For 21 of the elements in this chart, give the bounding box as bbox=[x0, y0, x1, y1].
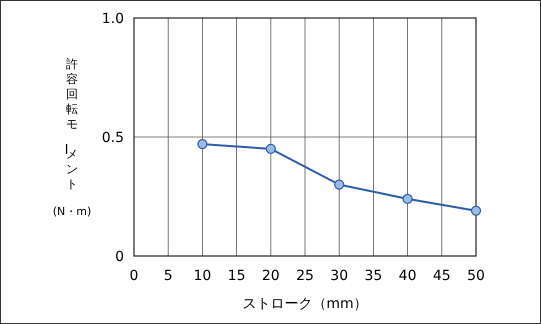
x-axis-title: ストローク（mm） bbox=[242, 296, 368, 312]
x-tick-label: 20 bbox=[262, 268, 280, 284]
x-tick-label: 50 bbox=[467, 268, 485, 284]
x-tick-label: 45 bbox=[432, 268, 451, 284]
x-tick-label: 15 bbox=[228, 268, 246, 284]
point bbox=[334, 180, 344, 190]
x-tick-label: 0 bbox=[130, 268, 138, 284]
x-tick-label: 40 bbox=[398, 268, 417, 284]
x-tick-label: 25 bbox=[296, 268, 314, 284]
point bbox=[470, 206, 482, 216]
text: 許容回転モーメント (N・m) bbox=[52, 57, 92, 218]
x-tick-label: 35 bbox=[364, 268, 382, 284]
y-tick-label: 0.5 bbox=[102, 130, 124, 146]
point bbox=[266, 144, 276, 154]
x-tick-label: 30 bbox=[330, 268, 348, 284]
y-tick-label: 0 bbox=[115, 249, 124, 265]
x-tick-label: 10 bbox=[193, 268, 212, 284]
point bbox=[402, 194, 413, 204]
x-tick-label: 5 bbox=[164, 268, 173, 284]
y-tick-label: 1.0 bbox=[102, 11, 124, 27]
point bbox=[197, 139, 208, 150]
